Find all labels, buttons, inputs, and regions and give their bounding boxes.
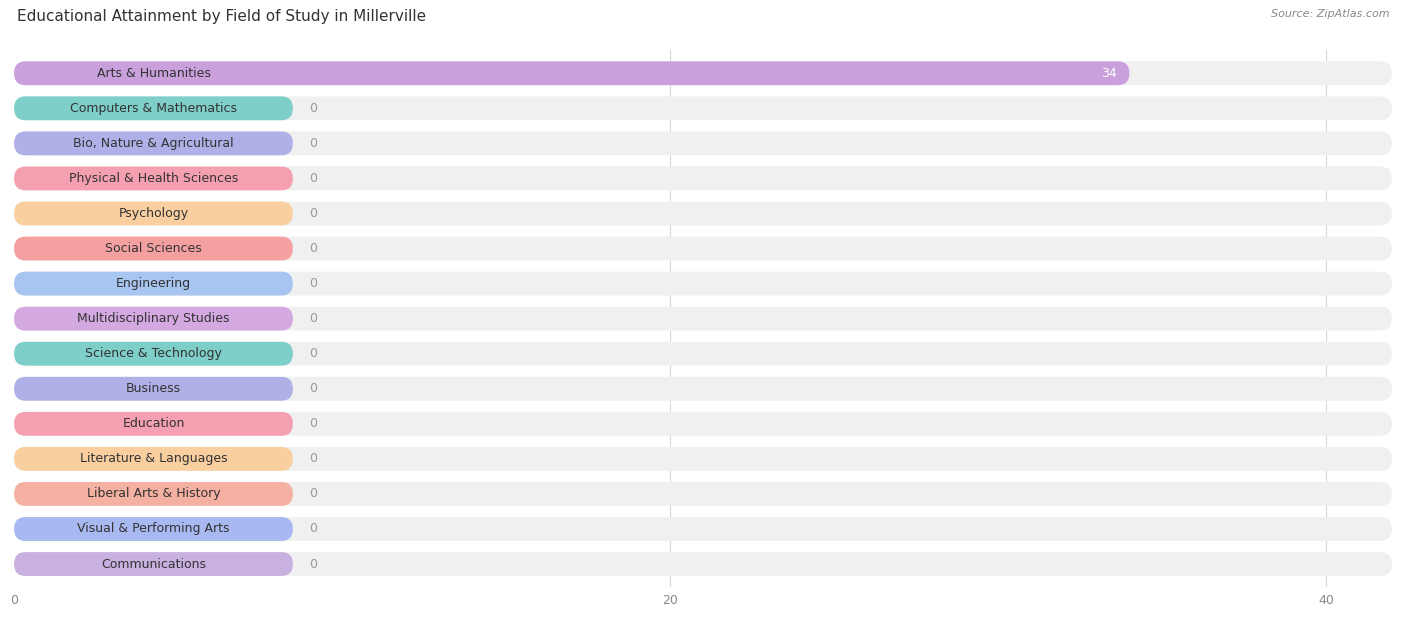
FancyBboxPatch shape bbox=[14, 201, 1392, 225]
FancyBboxPatch shape bbox=[14, 272, 1392, 295]
FancyBboxPatch shape bbox=[14, 482, 1392, 506]
Text: 0: 0 bbox=[309, 382, 318, 395]
Text: 0: 0 bbox=[309, 242, 318, 255]
Text: 0: 0 bbox=[309, 312, 318, 325]
Text: 0: 0 bbox=[309, 487, 318, 500]
Text: Multidisciplinary Studies: Multidisciplinary Studies bbox=[77, 312, 229, 325]
Text: Social Sciences: Social Sciences bbox=[105, 242, 202, 255]
FancyBboxPatch shape bbox=[14, 342, 1392, 365]
FancyBboxPatch shape bbox=[14, 97, 1392, 121]
Text: Communications: Communications bbox=[101, 558, 207, 570]
Text: Computers & Mathematics: Computers & Mathematics bbox=[70, 102, 238, 115]
FancyBboxPatch shape bbox=[14, 167, 292, 191]
Text: Science & Technology: Science & Technology bbox=[84, 347, 222, 360]
FancyBboxPatch shape bbox=[14, 272, 292, 295]
Text: 0: 0 bbox=[309, 558, 318, 570]
Text: 0: 0 bbox=[309, 417, 318, 430]
Text: Arts & Humanities: Arts & Humanities bbox=[97, 67, 211, 80]
FancyBboxPatch shape bbox=[14, 237, 292, 261]
Text: 0: 0 bbox=[309, 522, 318, 536]
FancyBboxPatch shape bbox=[14, 482, 292, 506]
FancyBboxPatch shape bbox=[14, 517, 292, 541]
Text: Physical & Health Sciences: Physical & Health Sciences bbox=[69, 172, 238, 185]
FancyBboxPatch shape bbox=[14, 61, 1129, 85]
Text: 0: 0 bbox=[309, 207, 318, 220]
FancyBboxPatch shape bbox=[14, 97, 292, 121]
FancyBboxPatch shape bbox=[14, 377, 1392, 401]
Text: Liberal Arts & History: Liberal Arts & History bbox=[87, 487, 221, 500]
Text: 0: 0 bbox=[309, 452, 318, 466]
Text: Business: Business bbox=[127, 382, 181, 395]
Text: 0: 0 bbox=[309, 137, 318, 150]
FancyBboxPatch shape bbox=[14, 412, 1392, 436]
Text: Engineering: Engineering bbox=[115, 277, 191, 290]
FancyBboxPatch shape bbox=[14, 552, 1392, 576]
Text: Psychology: Psychology bbox=[118, 207, 188, 220]
Text: 0: 0 bbox=[309, 347, 318, 360]
FancyBboxPatch shape bbox=[14, 552, 292, 576]
FancyBboxPatch shape bbox=[14, 342, 292, 365]
Text: Source: ZipAtlas.com: Source: ZipAtlas.com bbox=[1271, 9, 1389, 20]
FancyBboxPatch shape bbox=[14, 447, 1392, 471]
FancyBboxPatch shape bbox=[14, 307, 292, 331]
Text: Literature & Languages: Literature & Languages bbox=[80, 452, 228, 466]
FancyBboxPatch shape bbox=[14, 131, 292, 155]
FancyBboxPatch shape bbox=[14, 237, 1392, 261]
Text: Bio, Nature & Agricultural: Bio, Nature & Agricultural bbox=[73, 137, 233, 150]
Text: Educational Attainment by Field of Study in Millerville: Educational Attainment by Field of Study… bbox=[17, 9, 426, 25]
FancyBboxPatch shape bbox=[14, 167, 1392, 191]
FancyBboxPatch shape bbox=[14, 412, 292, 436]
FancyBboxPatch shape bbox=[14, 517, 1392, 541]
FancyBboxPatch shape bbox=[14, 201, 292, 225]
Text: 0: 0 bbox=[309, 102, 318, 115]
FancyBboxPatch shape bbox=[14, 447, 292, 471]
Text: 0: 0 bbox=[309, 277, 318, 290]
Text: Visual & Performing Arts: Visual & Performing Arts bbox=[77, 522, 229, 536]
FancyBboxPatch shape bbox=[14, 61, 1392, 85]
FancyBboxPatch shape bbox=[14, 307, 1392, 331]
FancyBboxPatch shape bbox=[14, 377, 292, 401]
Text: Education: Education bbox=[122, 417, 184, 430]
Text: 34: 34 bbox=[1101, 67, 1116, 80]
Text: 0: 0 bbox=[309, 172, 318, 185]
FancyBboxPatch shape bbox=[14, 131, 1392, 155]
